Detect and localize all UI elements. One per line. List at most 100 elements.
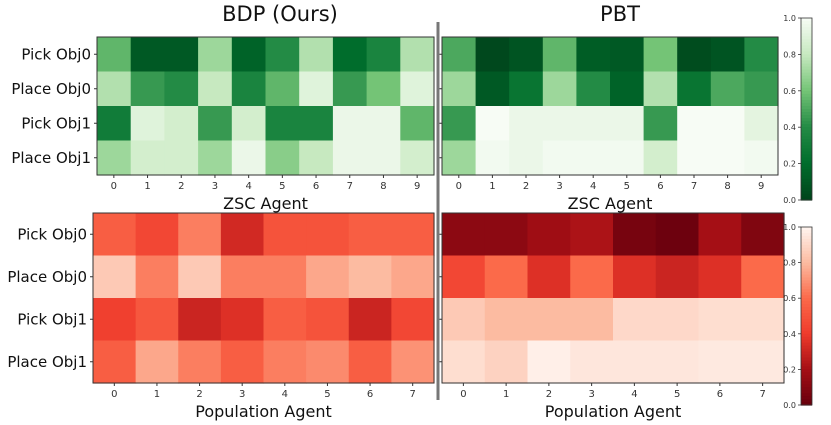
colorbar-segment	[801, 93, 812, 98]
heatmap-cell	[130, 140, 165, 176]
heatmap-cell	[576, 140, 611, 176]
x-tick-label: 9	[414, 181, 420, 192]
heatmap-cell	[220, 255, 265, 299]
colorbar-segment	[801, 348, 812, 353]
colorbar-tick-label: 1.0	[783, 223, 796, 232]
colorbar-tick-label: 0.6	[783, 294, 796, 303]
x-tick-label: 0	[111, 181, 117, 192]
heatmap-cell	[231, 37, 267, 73]
x-tick-label: 3	[588, 389, 594, 400]
x-tick-label: 0	[460, 389, 466, 400]
colorbar-segment	[801, 238, 812, 243]
colorbar-segment	[801, 271, 812, 276]
heatmap-cell	[93, 213, 137, 257]
plot-frame	[441, 212, 785, 384]
colorbar-segment	[801, 354, 812, 359]
colorbar-tick-label: 0.2	[783, 365, 796, 374]
colorbar-segment	[801, 109, 812, 113]
colorbar-segment	[801, 241, 812, 246]
colorbar-segment	[801, 402, 812, 406]
colorbar-segment	[801, 330, 812, 335]
colorbar-tick-label: 0.8	[783, 50, 796, 59]
heatmap-cell	[655, 255, 700, 299]
heatmap-cell	[475, 71, 510, 107]
x-tick-label: 2	[178, 181, 184, 192]
colorbar-segment	[801, 292, 812, 296]
colorbar-segment	[801, 136, 812, 140]
heatmap-cell	[130, 71, 165, 107]
colorbar-segment	[801, 277, 812, 281]
x-tick-label: 1	[489, 181, 495, 192]
colorbar-segment	[801, 148, 812, 153]
colorbar-segment	[801, 33, 812, 37]
colorbar-segment	[801, 112, 812, 116]
colorbar-segment	[801, 169, 812, 174]
x-axis-label: Population Agent	[195, 402, 332, 421]
heatmap-cell	[306, 298, 350, 342]
heatmap-cell	[509, 71, 544, 107]
heatmap-cell	[576, 71, 611, 107]
heatmap-cell	[741, 340, 785, 384]
colorbar-segment	[801, 262, 812, 267]
x-tick-label: 8	[380, 181, 386, 192]
colorbar-segment	[801, 42, 812, 46]
colorbar-segment	[801, 357, 812, 362]
heatmap-cell	[366, 71, 401, 107]
colorbar-segment	[801, 36, 812, 40]
heatmap-cell	[542, 37, 577, 73]
heatmap-cell	[570, 255, 614, 299]
heatmap-cell	[677, 71, 712, 107]
colorbar-segment	[801, 313, 812, 317]
colorbar-segment	[801, 244, 812, 249]
colorbar-segment	[801, 268, 812, 273]
heatmap-cell	[442, 213, 486, 257]
colorbar-segment	[801, 160, 812, 165]
heatmap-cell	[542, 106, 577, 142]
colorbar-frame	[800, 17, 813, 201]
x-axis-label: ZSC Agent	[568, 194, 653, 213]
heatmap-cell	[97, 140, 132, 176]
heatmap-cell	[198, 106, 233, 142]
heatmap-cell	[135, 298, 179, 342]
colorbar-segment	[801, 399, 812, 403]
heatmap-cell	[509, 140, 544, 176]
heatmap-cell	[400, 37, 435, 73]
colorbar-segment	[801, 84, 812, 89]
colorbar-segment	[801, 396, 812, 400]
colorbar-segment	[801, 366, 812, 370]
colorbar-segment	[801, 81, 812, 86]
heatmap-cell	[484, 213, 529, 257]
colorbar-segment	[801, 18, 812, 22]
heatmap-cell	[744, 71, 779, 107]
colorbar-segment	[801, 265, 812, 270]
colorbar-segment	[801, 166, 812, 171]
heatmap-cell	[710, 37, 745, 73]
colorbar-segment	[801, 307, 812, 311]
colorbar-segment	[801, 318, 812, 323]
heatmap-cell	[299, 37, 334, 73]
colorbar-segment	[801, 390, 812, 394]
x-tick-label: 4	[631, 389, 637, 400]
heatmap-cell	[710, 71, 745, 107]
heatmap-cell	[610, 140, 645, 176]
y-tick-label: Place Obj0	[11, 80, 91, 98]
colorbar-tick-label: 0.2	[783, 160, 796, 169]
colorbar-segment	[801, 66, 812, 71]
x-axis-label: ZSC Agent	[223, 194, 308, 213]
heatmap-cell	[570, 298, 614, 342]
colorbar-segment	[801, 384, 812, 388]
colorbar-segment	[801, 157, 812, 162]
heatmap-cell	[332, 71, 368, 107]
heatmap-cell	[677, 106, 712, 142]
colorbar-segment	[801, 181, 812, 186]
colorbar-segment	[801, 24, 812, 28]
heatmap-cell	[366, 140, 401, 176]
x-tick-label: 1	[144, 181, 150, 192]
colorbar-segment	[801, 339, 812, 344]
heatmap-cell	[391, 255, 435, 299]
heatmap-cell	[400, 106, 435, 142]
heatmap-cell	[332, 37, 368, 73]
x-tick-label: 5	[279, 181, 285, 192]
colorbar-segment	[801, 321, 812, 326]
colorbar-segment	[801, 115, 812, 119]
